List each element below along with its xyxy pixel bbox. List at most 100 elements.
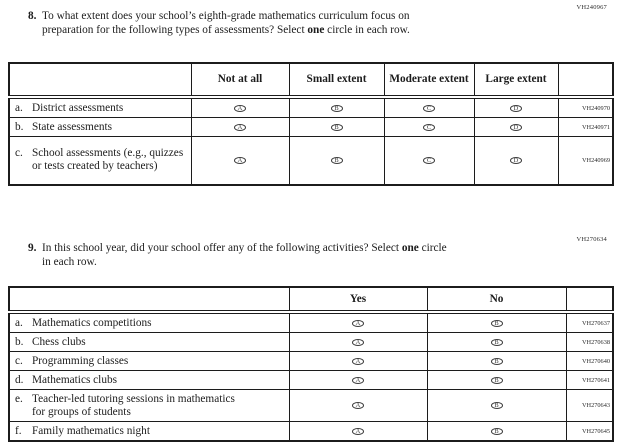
table-row-programming-classes: c. Programming classes A B VH270640: [8, 351, 614, 371]
q9-table-header-row: Yes No: [8, 286, 614, 314]
option-cell-yes: A: [288, 332, 428, 352]
bubble-letter: B: [334, 157, 339, 165]
option-cell-moderate-extent: C: [383, 117, 475, 137]
table-row-chess-clubs: b. Chess clubs A B VH270638: [8, 332, 614, 352]
q9-answer-table: Yes No a. Mathematics competitions A B V…: [8, 286, 614, 442]
answer-bubble-b[interactable]: B: [330, 104, 343, 112]
answer-bubble-c[interactable]: C: [423, 104, 435, 112]
row-letter: c.: [15, 354, 23, 367]
option-cell-not-at-all: A: [190, 136, 290, 185]
row-label-cell: a. Mathematics competitions: [8, 311, 290, 333]
table-row-school-assessments: c. School assessments (e.g., quizzes or …: [8, 136, 614, 185]
question-9-text-bold: one: [401, 242, 419, 254]
q8-answer-table: Not at all Small extent Moderate extent …: [8, 62, 614, 186]
answer-bubble-no[interactable]: B: [490, 319, 503, 327]
answer-bubble-b[interactable]: B: [330, 157, 343, 165]
row-label: Family mathematics night: [32, 424, 150, 437]
answer-bubble-yes[interactable]: A: [352, 427, 364, 435]
q9-header-yes: Yes: [288, 286, 428, 314]
bubble-letter: D: [513, 123, 519, 131]
row-code: VH270638: [565, 332, 614, 352]
answer-bubble-d[interactable]: D: [510, 123, 522, 131]
answer-bubble-b[interactable]: B: [330, 123, 343, 131]
answer-bubble-yes[interactable]: A: [352, 357, 364, 365]
question-9-text-pre: In this school year, did your school off…: [42, 242, 402, 254]
row-code: VH240971: [557, 117, 614, 137]
q8-table-header-row: Not at all Small extent Moderate extent …: [8, 62, 614, 99]
answer-bubble-no[interactable]: B: [490, 402, 503, 410]
question-9-number: 9.: [28, 242, 37, 254]
option-cell-no: B: [426, 311, 567, 333]
bubble-letter: B: [494, 427, 499, 435]
bubble-letter: A: [355, 319, 361, 327]
row-label: Mathematics clubs: [32, 373, 118, 386]
answer-bubble-c[interactable]: C: [423, 157, 435, 165]
row-label-cell: d. Mathematics clubs: [8, 370, 290, 390]
row-code: VH270645: [565, 421, 614, 442]
row-label: Chess clubs: [32, 335, 86, 348]
bubble-letter: C: [426, 157, 432, 165]
answer-bubble-yes[interactable]: A: [352, 319, 364, 327]
option-cell-not-at-all: A: [190, 117, 290, 137]
row-letter: d.: [15, 373, 24, 386]
q8-header-small-extent: Small extent: [288, 62, 385, 99]
bubble-letter: A: [355, 376, 361, 384]
row-label: State assessments: [32, 120, 113, 133]
table-row-mathematics-competitions: a. Mathematics competitions A B VH270637: [8, 311, 614, 333]
bubble-letter: B: [494, 376, 499, 384]
row-code: VH240969: [557, 136, 614, 185]
bubble-letter: B: [494, 402, 499, 410]
question-8: 8. To what extent does your school’s eig…: [28, 10, 446, 37]
bubble-letter: A: [355, 402, 361, 410]
table-row-district-assessments: a. District assessments A B C D VH240970: [8, 96, 614, 118]
bubble-letter: D: [513, 104, 519, 112]
option-cell-moderate-extent: C: [383, 136, 475, 185]
row-code: VH270640: [565, 351, 614, 371]
table-row-state-assessments: b. State assessments A B C D VH240971: [8, 117, 614, 137]
answer-bubble-yes[interactable]: A: [352, 376, 364, 384]
answer-bubble-a[interactable]: A: [234, 104, 246, 112]
question-9-text-post: circle in each row.: [42, 242, 447, 268]
row-letter: a.: [15, 316, 23, 329]
option-cell-large-extent: D: [473, 136, 559, 185]
row-letter: f.: [15, 424, 22, 437]
question-8-text-pre: To what extent does your school’s eighth…: [42, 10, 410, 36]
question-8-text-bold: one: [307, 23, 325, 36]
answer-bubble-a[interactable]: A: [234, 157, 246, 165]
answer-bubble-c[interactable]: C: [423, 123, 435, 131]
answer-bubble-yes[interactable]: A: [352, 338, 364, 346]
option-cell-not-at-all: A: [190, 96, 290, 118]
question-9: 9. In this school year, did your school …: [28, 242, 454, 269]
q8-header-large-extent: Large extent: [473, 62, 559, 99]
bubble-letter: A: [355, 427, 361, 435]
option-cell-yes: A: [288, 351, 428, 371]
q9-header-code-blank: [565, 286, 614, 314]
option-cell-no: B: [426, 370, 567, 390]
answer-bubble-no[interactable]: B: [490, 357, 503, 365]
row-letter: e.: [15, 392, 23, 405]
row-label-cell: a. District assessments: [8, 96, 192, 118]
question-8-number: 8.: [28, 10, 37, 22]
bubble-letter: D: [513, 157, 519, 165]
answer-bubble-no[interactable]: B: [490, 338, 503, 346]
table-row-family-mathematics-night: f. Family mathematics night A B VH270645: [8, 421, 614, 442]
option-cell-small-extent: B: [288, 117, 385, 137]
bubble-letter: B: [494, 357, 499, 365]
q8-header-code-blank: [557, 62, 614, 99]
bubble-letter: A: [355, 338, 361, 346]
option-cell-small-extent: B: [288, 96, 385, 118]
option-cell-large-extent: D: [473, 96, 559, 118]
bubble-letter: B: [334, 104, 339, 112]
row-letter: a.: [15, 101, 23, 114]
row-code: VH270637: [565, 311, 614, 333]
option-cell-no: B: [426, 421, 567, 442]
answer-bubble-d[interactable]: D: [510, 104, 522, 112]
answer-bubble-no[interactable]: B: [490, 427, 503, 435]
answer-bubble-no[interactable]: B: [490, 376, 503, 384]
answer-bubble-yes[interactable]: A: [352, 402, 364, 410]
answer-bubble-d[interactable]: D: [510, 157, 522, 165]
q9-header-no: No: [426, 286, 567, 314]
row-label-cell: c. School assessments (e.g., quizzes or …: [8, 136, 192, 185]
answer-bubble-a[interactable]: A: [234, 123, 246, 131]
